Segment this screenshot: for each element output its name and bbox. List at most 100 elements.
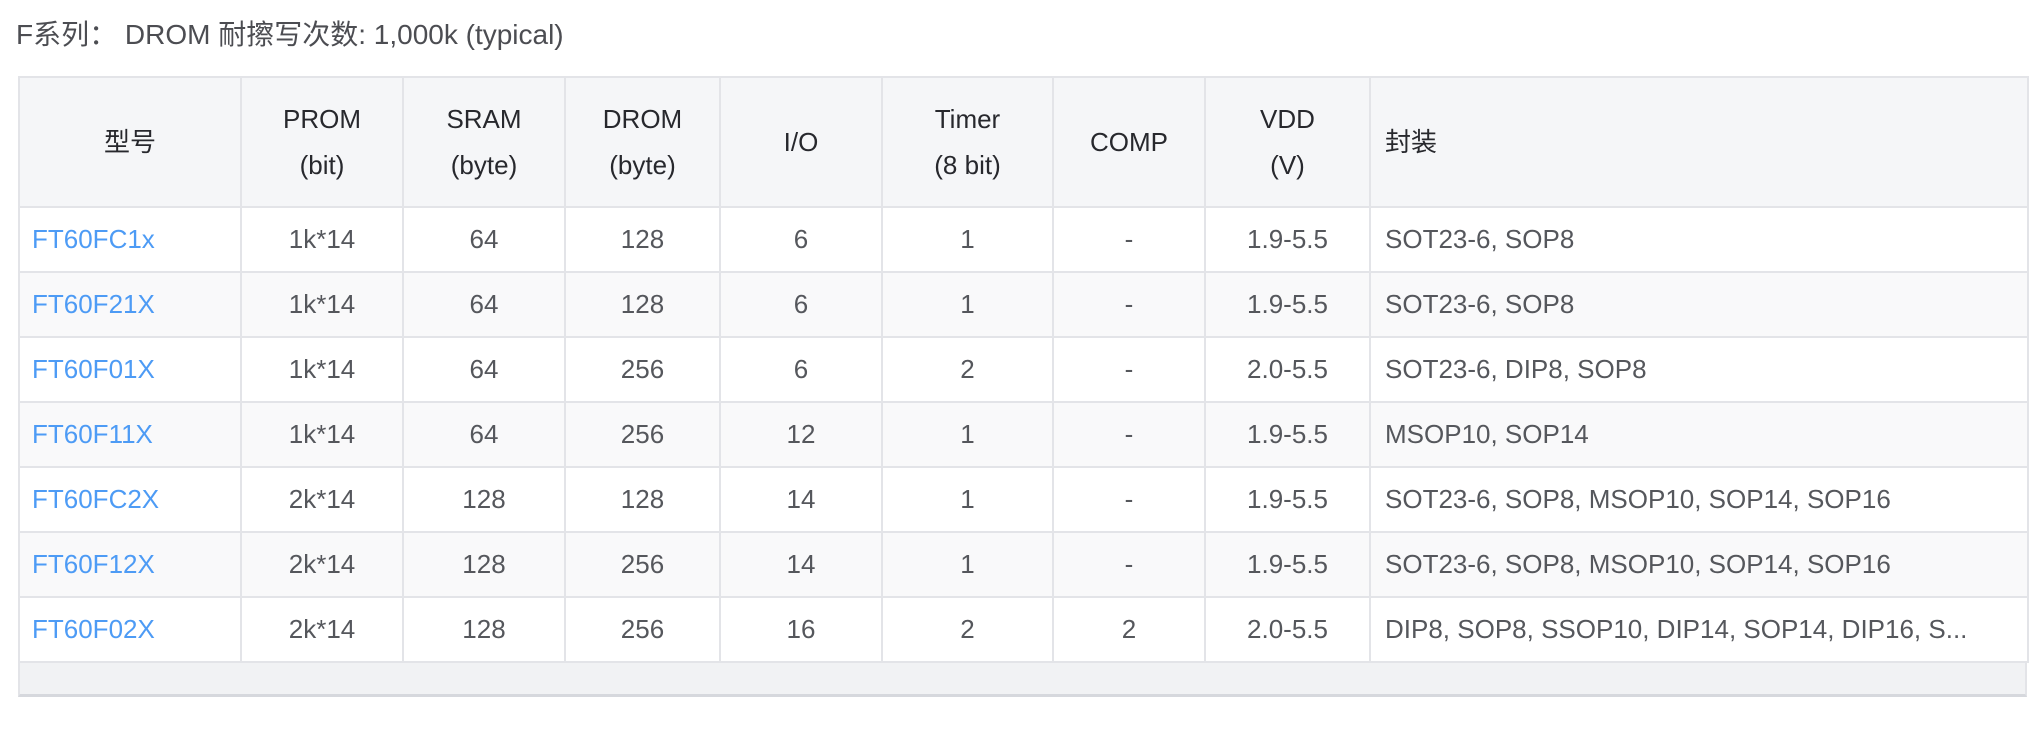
column-header-model: 型号 — [18, 76, 242, 208]
header-label: I/O — [783, 127, 819, 157]
cell-comp: - — [1052, 466, 1206, 533]
cell-prom: 1k*14 — [240, 401, 404, 468]
header-unit: (byte) — [450, 150, 518, 180]
cell-vdd: 2.0-5.5 — [1204, 596, 1371, 663]
cell-prom: 1k*14 — [240, 206, 404, 273]
column-header-package: 封装 — [1369, 76, 2029, 208]
cell-drom: 256 — [564, 531, 721, 598]
header-label: Timer — [934, 104, 1001, 134]
header-label: DROM — [602, 104, 683, 134]
model-link[interactable]: FT60FC1x — [32, 224, 155, 254]
table-row: FT60FC2X 2k*14 128 128 14 1 - 1.9-5.5 SO… — [18, 466, 2029, 533]
header-label: 封装 — [1385, 127, 1438, 157]
cell-io: 12 — [719, 401, 883, 468]
header-row: 型号 PROM (bit) SRAM (byte) DROM (byte) I/… — [18, 76, 2029, 208]
cell-comp: - — [1052, 271, 1206, 338]
cell-timer: 1 — [881, 206, 1054, 273]
header-label: SRAM — [446, 104, 522, 134]
cell-sram: 128 — [402, 596, 566, 663]
cell-package: SOT23-6, SOP8, MSOP10, SOP14, SOP16 — [1369, 531, 2029, 598]
column-header-io: I/O — [719, 76, 883, 208]
cell-package: SOT23-6, SOP8, MSOP10, SOP14, SOP16 — [1369, 466, 2029, 533]
table-body: FT60FC1x 1k*14 64 128 6 1 - 1.9-5.5 SOT2… — [18, 206, 2029, 663]
cell-sram: 128 — [402, 466, 566, 533]
model-link[interactable]: FT60FC2X — [32, 484, 160, 514]
cell-drom: 128 — [564, 466, 721, 533]
model-link[interactable]: FT60F01X — [32, 354, 155, 384]
cell-vdd: 1.9-5.5 — [1204, 401, 1371, 468]
column-header-prom: PROM (bit) — [240, 76, 404, 208]
cell-comp: - — [1052, 531, 1206, 598]
cell-drom: 256 — [564, 336, 721, 403]
cell-model: FT60F11X — [18, 401, 242, 468]
cell-io: 14 — [719, 466, 883, 533]
header-unit: (V) — [1270, 150, 1305, 180]
header-label: COMP — [1090, 127, 1168, 157]
table-row: FT60F01X 1k*14 64 256 6 2 - 2.0-5.5 SOT2… — [18, 336, 2029, 403]
cell-model: FT60F12X — [18, 531, 242, 598]
column-header-vdd: VDD (V) — [1204, 76, 1371, 208]
cell-comp: - — [1052, 206, 1206, 273]
cell-io: 6 — [719, 336, 883, 403]
cell-model: FT60FC1x — [18, 206, 242, 273]
cell-sram: 64 — [402, 206, 566, 273]
cell-comp: 2 — [1052, 596, 1206, 663]
cell-vdd: 2.0-5.5 — [1204, 336, 1371, 403]
cell-vdd: 1.9-5.5 — [1204, 466, 1371, 533]
cell-prom: 2k*14 — [240, 466, 404, 533]
header-label: PROM — [283, 104, 361, 134]
cell-timer: 1 — [881, 401, 1054, 468]
cell-model: FT60FC2X — [18, 466, 242, 533]
cell-package: SOT23-6, SOP8 — [1369, 206, 2029, 273]
header-unit: (bit) — [299, 150, 345, 180]
cell-prom: 1k*14 — [240, 271, 404, 338]
column-header-drom: DROM (byte) — [564, 76, 721, 208]
cell-model: FT60F01X — [18, 336, 242, 403]
cell-comp: - — [1052, 336, 1206, 403]
model-link[interactable]: FT60F12X — [32, 549, 155, 579]
cell-io: 6 — [719, 206, 883, 273]
table-row: FT60FC1x 1k*14 64 128 6 1 - 1.9-5.5 SOT2… — [18, 206, 2029, 273]
cell-drom: 256 — [564, 401, 721, 468]
header-label: VDD — [1260, 104, 1315, 134]
cell-sram: 64 — [402, 401, 566, 468]
cell-io: 6 — [719, 271, 883, 338]
mcu-spec-table-container: 型号 PROM (bit) SRAM (byte) DROM (byte) I/… — [18, 76, 2029, 697]
cell-timer: 2 — [881, 596, 1054, 663]
header-unit: (byte) — [609, 150, 676, 180]
cell-package: MSOP10, SOP14 — [1369, 401, 2029, 468]
cell-sram: 128 — [402, 531, 566, 598]
cell-io: 14 — [719, 531, 883, 598]
cell-package: DIP8, SOP8, SSOP10, DIP14, SOP14, DIP16,… — [1369, 596, 2029, 663]
cell-vdd: 1.9-5.5 — [1204, 206, 1371, 273]
cell-prom: 2k*14 — [240, 531, 404, 598]
cell-sram: 64 — [402, 336, 566, 403]
cell-prom: 2k*14 — [240, 596, 404, 663]
table-row: FT60F11X 1k*14 64 256 12 1 - 1.9-5.5 MSO… — [18, 401, 2029, 468]
cell-timer: 1 — [881, 531, 1054, 598]
table-row: FT60F02X 2k*14 128 256 16 2 2 2.0-5.5 DI… — [18, 596, 2029, 663]
cell-prom: 1k*14 — [240, 336, 404, 403]
cell-timer: 2 — [881, 336, 1054, 403]
cell-vdd: 1.9-5.5 — [1204, 531, 1371, 598]
column-header-comp: COMP — [1052, 76, 1206, 208]
table-row: FT60F21X 1k*14 64 128 6 1 - 1.9-5.5 SOT2… — [18, 271, 2029, 338]
cell-sram: 64 — [402, 271, 566, 338]
mcu-spec-table: 型号 PROM (bit) SRAM (byte) DROM (byte) I/… — [18, 76, 2029, 663]
cell-vdd: 1.9-5.5 — [1204, 271, 1371, 338]
cell-timer: 1 — [881, 466, 1054, 533]
column-header-timer: Timer (8 bit) — [881, 76, 1054, 208]
page-title: F系列： DROM 耐擦写次数: 1,000k (typical) — [16, 19, 564, 50]
column-header-sram: SRAM (byte) — [402, 76, 566, 208]
clipped-next-row — [18, 663, 2027, 697]
cell-comp: - — [1052, 401, 1206, 468]
model-link[interactable]: FT60F02X — [32, 614, 155, 644]
cell-model: FT60F02X — [18, 596, 242, 663]
cell-drom: 128 — [564, 271, 721, 338]
model-link[interactable]: FT60F21X — [32, 289, 155, 319]
cell-timer: 1 — [881, 271, 1054, 338]
model-link[interactable]: FT60F11X — [32, 419, 153, 449]
cell-package: SOT23-6, SOP8 — [1369, 271, 2029, 338]
header-unit: (8 bit) — [934, 150, 1001, 180]
table-header: 型号 PROM (bit) SRAM (byte) DROM (byte) I/… — [18, 76, 2029, 208]
